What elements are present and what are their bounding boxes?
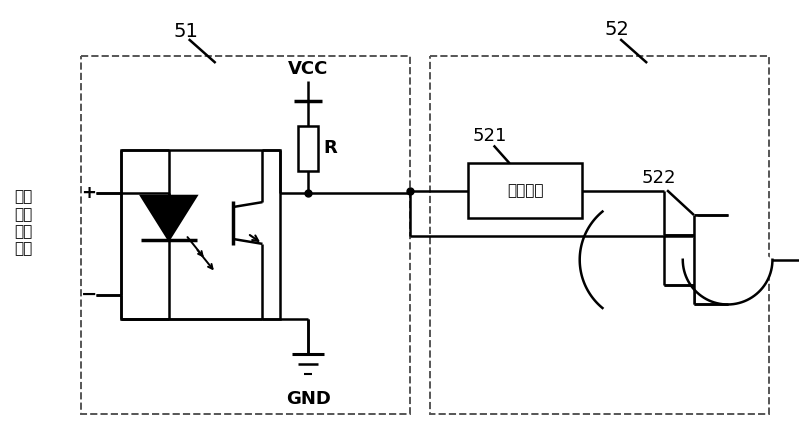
Text: 飞轮
转速
脉冲
信号: 飞轮 转速 脉冲 信号 — [14, 190, 33, 256]
Bar — [298, 126, 318, 171]
Text: −: − — [81, 285, 98, 304]
Text: 522: 522 — [642, 169, 676, 187]
Bar — [430, 56, 769, 414]
Text: R: R — [323, 140, 337, 157]
Polygon shape — [141, 196, 197, 240]
Text: 51: 51 — [174, 22, 198, 41]
Text: GND: GND — [286, 390, 330, 408]
Text: 521: 521 — [473, 127, 507, 145]
Text: 延时芯片: 延时芯片 — [507, 183, 543, 198]
Text: 52: 52 — [605, 20, 630, 39]
Bar — [121, 150, 281, 319]
Text: VCC: VCC — [288, 60, 329, 78]
Bar — [468, 163, 582, 218]
Text: +: + — [82, 184, 97, 202]
Polygon shape — [682, 215, 773, 305]
Bar — [81, 56, 410, 414]
